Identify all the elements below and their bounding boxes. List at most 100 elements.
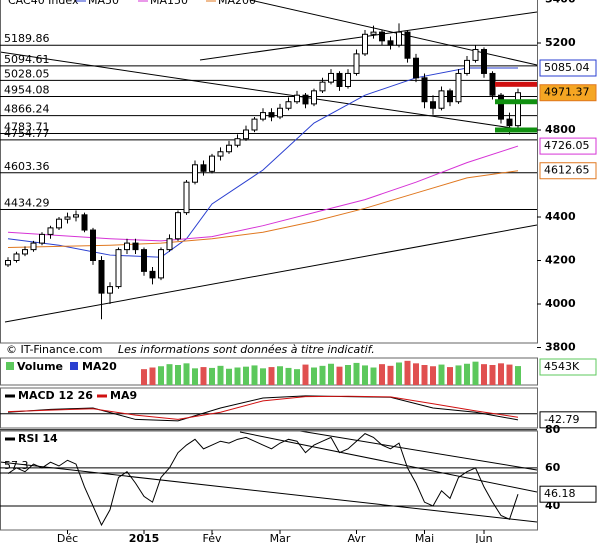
y-tick-label: 5200 [545, 36, 576, 49]
volume-legend-swatch [6, 362, 14, 370]
volume-bar [506, 364, 513, 385]
level-marker [495, 127, 537, 133]
source: © IT-Finance.com [6, 343, 103, 356]
legend-label: CAC40 Index [8, 0, 79, 7]
volume-bar [175, 365, 181, 385]
volume-bar [183, 363, 190, 385]
volume-bar [353, 362, 360, 385]
candle-body [56, 218, 62, 229]
candle-body [285, 101, 292, 109]
candle-body [73, 214, 79, 218]
candle-body [158, 249, 164, 279]
volume-ma-swatch [70, 362, 78, 370]
trend-line [299, 430, 538, 471]
volume-last-label: 4543K [544, 360, 580, 373]
rsi-line [7, 433, 519, 527]
candle-body [277, 107, 283, 118]
candle-body [251, 118, 258, 131]
candle-body [209, 155, 215, 172]
y-tick-label: 4400 [545, 210, 576, 223]
x-tick-label: Jun [474, 532, 492, 543]
trend-line [199, 11, 538, 61]
candle-body [472, 49, 479, 61]
x-tick-label: Déc [57, 532, 78, 543]
rsi-level-label: 57.3 [4, 459, 29, 472]
x-tick-label: Avr [348, 532, 366, 543]
volume-title: Volume [17, 360, 63, 373]
volume-bar [268, 367, 275, 385]
candle-body [64, 216, 71, 220]
rsi-tick-label: 60 [545, 461, 561, 474]
candle-body [268, 112, 275, 118]
volume-bar [438, 364, 445, 385]
candle-body [81, 214, 88, 231]
volume-bar [481, 364, 487, 385]
level-label: 4754.77 [4, 127, 50, 140]
y-tick-label: 5400 [545, 0, 576, 6]
volume-bar [362, 365, 368, 385]
candle-body [413, 57, 419, 79]
candle-body [226, 144, 232, 153]
level-label: 5189.86 [4, 32, 50, 45]
level-label: 4783.71 [4, 121, 50, 134]
x-tick-label: Mar [270, 532, 291, 543]
candle-body [464, 59, 470, 74]
candle-body [47, 227, 54, 235]
candle-body [217, 151, 224, 157]
macd-last-label: -42.79 [544, 413, 579, 426]
x-tick-label: Mai [415, 532, 434, 543]
volume-bar [319, 365, 326, 385]
value-box-label: 4612.65 [544, 164, 590, 177]
volume-bar [472, 361, 479, 385]
candle-body [489, 72, 496, 96]
value-box [539, 162, 597, 180]
volume-bar [311, 367, 317, 385]
value-box [539, 358, 597, 376]
level-label: 4954.08 [4, 83, 50, 96]
macd-signal [7, 395, 519, 420]
candle-body [90, 229, 96, 262]
candle-body [302, 94, 309, 105]
candle-body [39, 233, 45, 244]
candle-body [421, 77, 428, 103]
level-label: 4866.24 [4, 103, 50, 116]
candle-body [345, 72, 351, 87]
volume-bar [370, 367, 377, 385]
candle-body [370, 31, 377, 35]
volume-bar [455, 365, 462, 385]
candle-body [107, 286, 113, 294]
macd-frame [0, 387, 538, 429]
volume-bar [226, 368, 232, 385]
candle-body [438, 90, 445, 109]
volume-bar [328, 363, 334, 385]
candle-body [183, 181, 190, 214]
level-label: 5094.61 [4, 53, 50, 66]
value-box [539, 137, 597, 155]
volume-bar [489, 365, 496, 385]
y-tick-label: 4000 [545, 297, 576, 310]
candle-body [387, 40, 394, 46]
trend-line [239, 431, 538, 493]
candle-body [515, 92, 521, 127]
volume-bar [200, 367, 207, 385]
candle-body [396, 31, 402, 46]
candle-body [5, 260, 11, 266]
candle-body [294, 94, 300, 103]
candle-body [141, 249, 147, 272]
volume-bar [209, 367, 215, 385]
y-tick-label: 3800 [545, 341, 576, 354]
volume-bar [379, 364, 385, 385]
value-box [539, 485, 597, 503]
main-frame [0, 0, 538, 344]
volume-bar [413, 363, 419, 385]
candle-body [260, 112, 266, 120]
macd-line [7, 395, 519, 422]
candle-body [115, 249, 122, 288]
volume-bar [404, 360, 411, 385]
volume-bar [158, 366, 164, 385]
candle-body [192, 164, 198, 183]
candle-body [124, 242, 130, 251]
candle-body [430, 101, 436, 109]
candle-body [404, 31, 411, 59]
